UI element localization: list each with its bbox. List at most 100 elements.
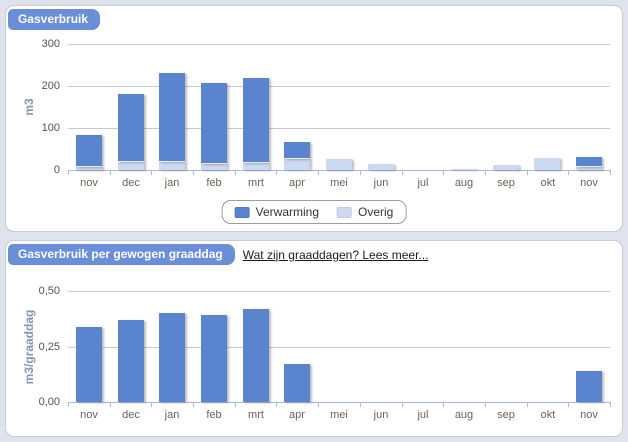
- x-tick-label-okt: okt: [540, 177, 556, 189]
- bar-apr-overig: [284, 159, 310, 170]
- bar-mrt-value: [243, 309, 269, 402]
- gridline-0,25: [68, 347, 610, 348]
- bar-jan-value: [159, 313, 185, 402]
- x-tick-label-mei: mei: [330, 177, 348, 189]
- x-tick-label-jun: jun: [373, 177, 389, 189]
- x-axis-tick: [318, 171, 319, 175]
- x-tick-label-aug: aug: [454, 409, 474, 421]
- bar-nov-verwarming: [76, 135, 102, 167]
- bar-nov-value: [576, 371, 602, 402]
- y-tick-label-0,00: 0,00: [38, 396, 60, 408]
- y-tick-label-0,50: 0,50: [38, 285, 60, 297]
- bar-apr-value: [284, 364, 310, 402]
- x-tick-label-feb: feb: [206, 177, 222, 189]
- bar-apr-verwarming: [284, 142, 310, 159]
- graaddag-panel-header: Gasverbruik per gewogen graaddag Wat zij…: [8, 244, 428, 265]
- x-axis-tick: [360, 171, 361, 175]
- x-axis-tick: [235, 171, 236, 175]
- bar-feb-value: [201, 315, 227, 402]
- bar-jun-overig: [368, 164, 394, 170]
- y-tick-label-200: 200: [41, 80, 60, 92]
- x-tick-label-feb: feb: [206, 409, 222, 421]
- bar-okt-overig: [534, 158, 560, 170]
- x-tick-label-mrt: mrt: [248, 177, 264, 189]
- gridline-200: [68, 86, 610, 87]
- x-axis-tick: [568, 403, 569, 407]
- legend-item-overig: Overig: [337, 205, 393, 219]
- x-axis-tick: [568, 171, 569, 175]
- x-tick-label-okt: okt: [540, 409, 556, 421]
- bar-feb-overig: [201, 164, 227, 170]
- x-axis-tick: [193, 171, 194, 175]
- x-axis-tick: [527, 403, 528, 407]
- bar-mei-overig: [326, 159, 352, 170]
- x-tick-label-dec: dec: [122, 177, 140, 189]
- x-axis-tick: [610, 171, 611, 175]
- x-tick-label-nov: nov: [580, 409, 598, 421]
- x-axis-tick: [276, 403, 277, 407]
- gridline-300: [68, 44, 610, 45]
- x-axis-tick: [318, 403, 319, 407]
- gasverbruik-panel-header: Gasverbruik: [8, 9, 101, 30]
- bar-nov-overig: [576, 167, 602, 170]
- x-tick-label-nov: nov: [580, 177, 598, 189]
- x-axis-tick: [485, 403, 486, 407]
- legend-item-verwarming: Verwarming: [234, 205, 319, 219]
- gridline-0,50: [68, 291, 610, 292]
- legend-label-overig: Overig: [358, 205, 394, 219]
- x-axis-tick: [68, 403, 69, 407]
- x-axis-tick: [276, 171, 277, 175]
- y-tick-label-0: 0: [53, 164, 60, 176]
- x-axis-tick: [402, 171, 403, 175]
- bar-jan-overig: [159, 162, 185, 170]
- bar-dec-value: [118, 320, 144, 402]
- bar-feb-verwarming: [201, 83, 227, 164]
- x-tick-label-jul: jul: [417, 409, 429, 421]
- x-axis-tick: [527, 171, 528, 175]
- y-tick-label-300: 300: [41, 38, 60, 50]
- x-axis-tick: [443, 171, 444, 175]
- y-tick-label-0,25: 0,25: [38, 341, 60, 353]
- y-axis-title: m3: [22, 98, 36, 116]
- bar-aug-overig: [451, 169, 477, 170]
- graaddag-panel: Gasverbruik per gewogen graaddag Wat zij…: [5, 240, 623, 437]
- chart-legend: Verwarming Overig: [221, 200, 407, 224]
- overig-swatch-icon: [337, 206, 353, 218]
- x-axis-tick: [110, 403, 111, 407]
- graaddagen-info-link[interactable]: Wat zijn graaddagen? Lees meer...: [242, 247, 429, 262]
- bar-nov-overig: [76, 167, 102, 170]
- x-axis-tick: [193, 403, 194, 407]
- x-tick-label-sep: sep: [497, 409, 515, 421]
- x-axis-tick: [110, 171, 111, 175]
- x-axis-tick: [235, 403, 236, 407]
- x-axis-line: [68, 402, 611, 403]
- x-axis-tick: [360, 403, 361, 407]
- bar-dec-verwarming: [118, 94, 144, 162]
- x-tick-label-mrt: mrt: [248, 409, 264, 421]
- x-axis-line: [68, 170, 611, 171]
- y-axis-title: m3/graaddag: [22, 309, 36, 385]
- x-tick-label-nov: nov: [80, 177, 98, 189]
- x-axis-tick: [610, 403, 611, 407]
- bar-mrt-overig: [243, 163, 269, 170]
- graaddag-chart: 0,00 0,25 0,50 nov dec jan feb mrt apr mei jun jul a…: [6, 241, 622, 436]
- bar-jan-verwarming: [159, 73, 185, 162]
- x-axis-tick: [151, 403, 152, 407]
- bar-dec-overig: [118, 162, 144, 170]
- bar-mrt-verwarming: [243, 78, 269, 163]
- gasverbruik-panel: Gasverbruik 0 100 200 300 nov dec jan feb mrt apr…: [5, 5, 623, 232]
- x-axis-tick: [402, 403, 403, 407]
- x-tick-label-aug: aug: [454, 177, 474, 189]
- verwarming-swatch-icon: [234, 206, 250, 218]
- x-axis-tick: [151, 171, 152, 175]
- x-tick-label-nov: nov: [80, 409, 98, 421]
- x-tick-label-jan: jan: [164, 177, 180, 189]
- x-axis-tick: [485, 171, 486, 175]
- gridline-100: [68, 128, 610, 129]
- x-tick-label-dec: dec: [122, 409, 140, 421]
- x-tick-label-mei: mei: [330, 409, 348, 421]
- x-tick-label-sep: sep: [497, 177, 515, 189]
- panel-title-gasverbruik: Gasverbruik: [8, 9, 101, 30]
- x-tick-label-jun: jun: [373, 409, 389, 421]
- panel-title-graaddag: Gasverbruik per gewogen graaddag: [8, 244, 235, 265]
